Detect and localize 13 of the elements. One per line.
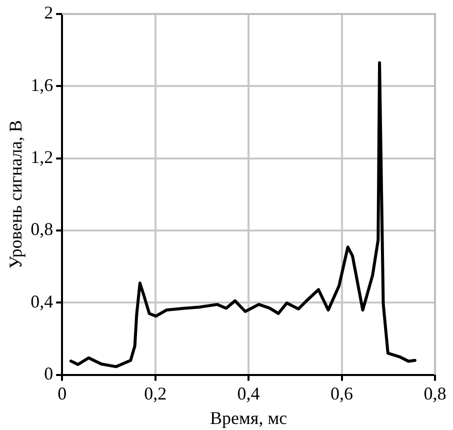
x-tick-label: 0,6	[330, 383, 354, 404]
y-tick-label: 0,4	[30, 291, 54, 312]
x-tick-label: 0,2	[144, 383, 167, 404]
x-axis-title: Время, мс	[210, 408, 288, 428]
y-tick-label: 1,6	[30, 74, 54, 95]
y-tick-label: 2	[44, 2, 54, 23]
x-tick-label: 0	[58, 383, 67, 404]
y-tick-label: 0,8	[30, 219, 54, 240]
y-tick-label: 1,2	[30, 147, 54, 168]
x-tick-label: 0,8	[424, 383, 446, 404]
x-tick-label: 0,4	[237, 383, 260, 404]
y-tick-label: 0	[44, 364, 54, 384]
y-axis-title: Уровень сигнала, В	[6, 120, 26, 269]
